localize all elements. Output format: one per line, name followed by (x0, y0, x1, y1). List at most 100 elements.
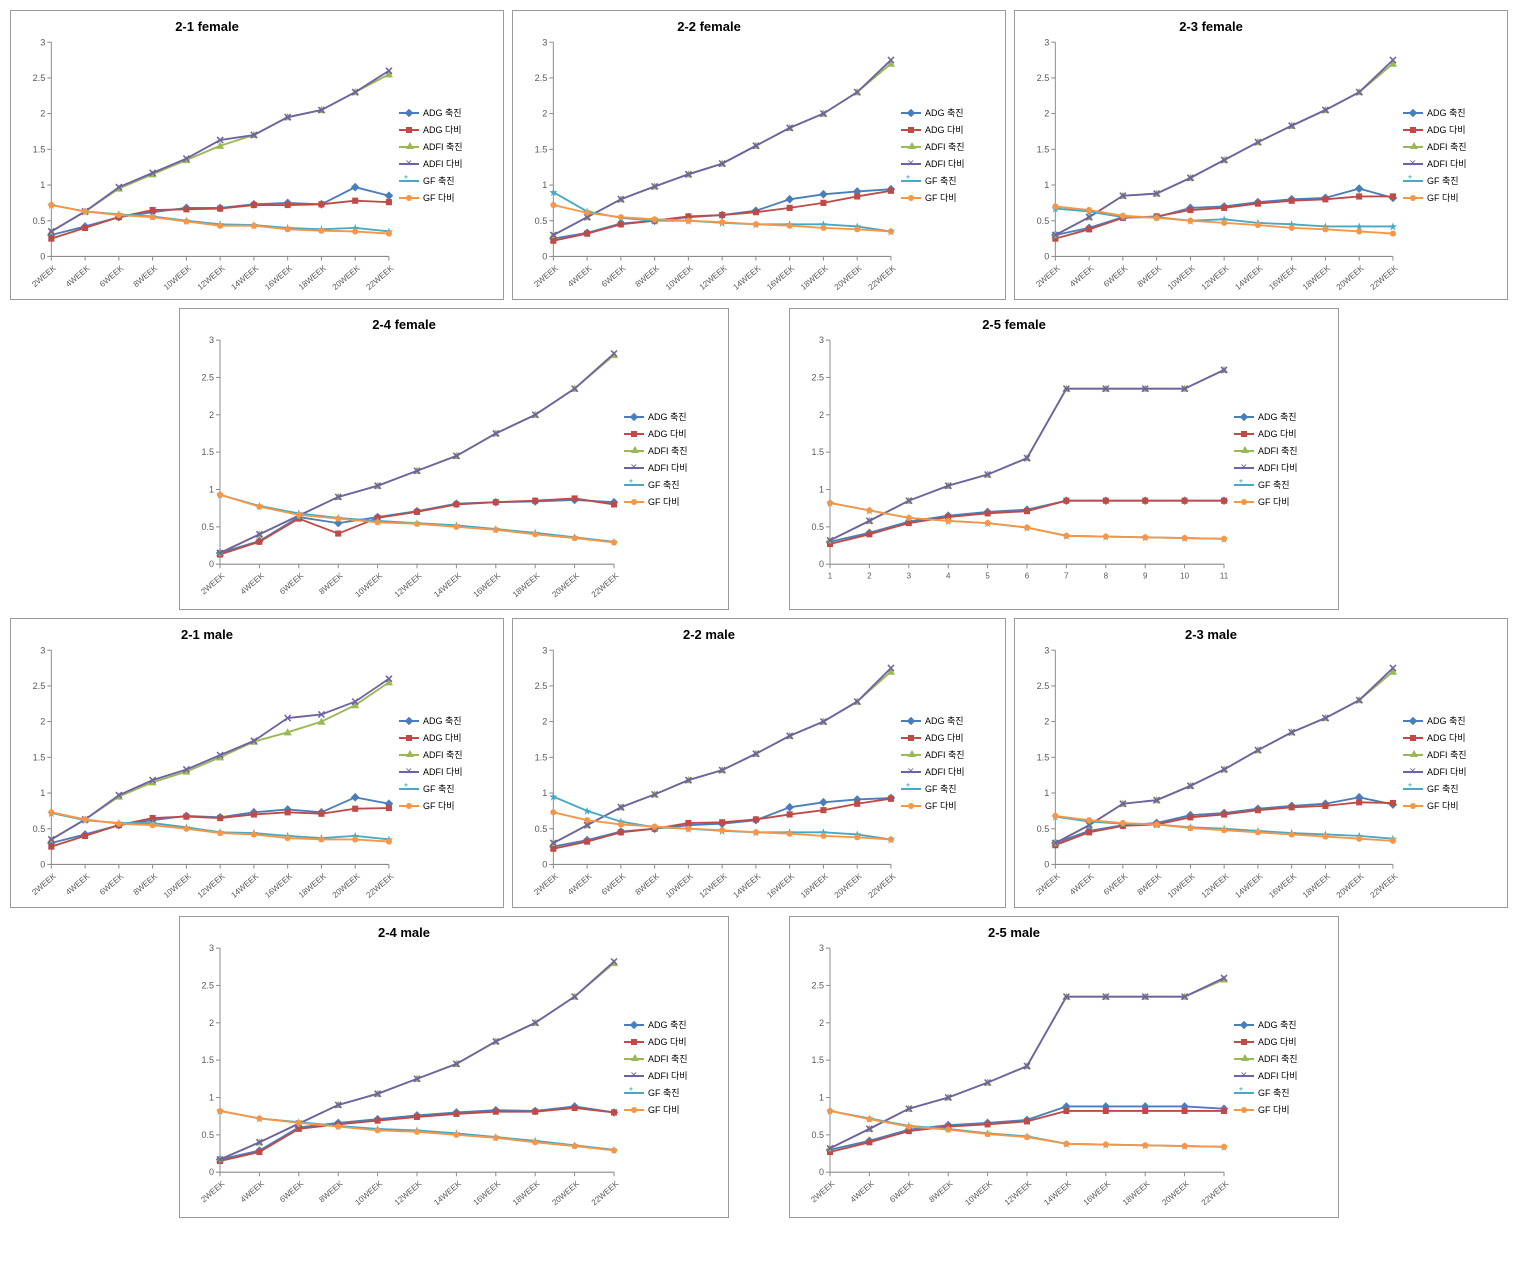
svg-text:22WEEK: 22WEEK (867, 871, 897, 900)
svg-text:1: 1 (828, 571, 833, 580)
svg-text:0.5: 0.5 (535, 216, 548, 226)
chart-title: 2-2 female (521, 19, 897, 34)
svg-text:0: 0 (542, 251, 547, 261)
svg-text:20WEEK: 20WEEK (1160, 1179, 1191, 1208)
svg-text:2: 2 (1044, 109, 1049, 119)
legend-label: ADG 다비 (423, 731, 462, 744)
legend-item: * GF 축진 (399, 782, 499, 795)
svg-text:6WEEK: 6WEEK (888, 1179, 916, 1205)
svg-text:10WEEK: 10WEEK (162, 263, 193, 292)
svg-text:0: 0 (1044, 859, 1049, 869)
svg-text:10WEEK: 10WEEK (664, 871, 695, 900)
svg-text:0: 0 (40, 859, 45, 869)
chart-plot: 00.511.522.532WEEK4WEEK6WEEK8WEEK10WEEK1… (521, 36, 897, 302)
svg-text:2WEEK: 2WEEK (30, 263, 58, 289)
legend-label: ADFI 축진 (925, 748, 965, 761)
legend-label: GF 다비 (925, 191, 957, 204)
svg-text:2.5: 2.5 (1037, 681, 1050, 691)
legend-item: ✕ ADFI 다비 (399, 765, 499, 778)
svg-text:8WEEK: 8WEEK (634, 871, 662, 897)
chart-plot: 00.511.522.532WEEK4WEEK6WEEK8WEEK10WEEK1… (521, 644, 897, 910)
legend-label: ADG 축진 (925, 106, 964, 119)
legend-item: * GF 축진 (1403, 782, 1503, 795)
svg-text:12WEEK: 12WEEK (698, 871, 729, 900)
legend-label: ADFI 다비 (925, 157, 965, 170)
svg-text:3: 3 (40, 645, 45, 655)
svg-text:20WEEK: 20WEEK (1335, 263, 1366, 292)
svg-text:10WEEK: 10WEEK (353, 571, 384, 600)
svg-text:2: 2 (40, 109, 45, 119)
svg-text:12WEEK: 12WEEK (196, 871, 227, 900)
chart-panel: 2-1 male 00.511.522.532WEEK4WEEK6WEEK8WE… (10, 618, 504, 908)
svg-text:14WEEK: 14WEEK (432, 1179, 463, 1208)
legend-item: ✕ ADFI 다비 (1403, 157, 1503, 170)
svg-text:2.5: 2.5 (33, 681, 46, 691)
legend-item: * GF 축진 (624, 478, 724, 491)
svg-text:0: 0 (40, 251, 45, 261)
legend-item: GF 다비 (624, 1103, 724, 1116)
legend-item: ADFI 축진 (1234, 1052, 1334, 1065)
svg-text:1.5: 1.5 (535, 144, 548, 154)
legend-label: ADFI 축진 (423, 748, 463, 761)
legend-item: GF 다비 (1403, 191, 1503, 204)
svg-text:0.5: 0.5 (201, 1130, 214, 1140)
legend-item: ADG 축진 (1403, 106, 1503, 119)
chart-legend: ADG 축진 ADG 다비 ADFI 축진 ✕ ADFI 다비 * GF 축진 … (901, 619, 1005, 907)
legend-label: GF 다비 (423, 799, 455, 812)
legend-label: ADFI 축진 (1258, 1052, 1298, 1065)
legend-label: ADG 다비 (423, 123, 462, 136)
chart-legend: ADG 축진 ADG 다비 ADFI 축진 ✕ ADFI 다비 * GF 축진 … (399, 11, 503, 299)
svg-text:2WEEK: 2WEEK (532, 871, 560, 897)
legend-label: GF 다비 (925, 799, 957, 812)
svg-text:2: 2 (209, 410, 214, 420)
svg-text:10WEEK: 10WEEK (1166, 263, 1197, 292)
legend-item: ADFI 축진 (901, 140, 1001, 153)
svg-text:16WEEK: 16WEEK (765, 871, 796, 900)
svg-text:18WEEK: 18WEEK (1301, 263, 1332, 292)
legend-item: ADFI 축진 (624, 444, 724, 457)
svg-text:2WEEK: 2WEEK (1034, 871, 1062, 897)
chart-plot: 00.511.522.532WEEK4WEEK6WEEK8WEEK10WEEK1… (19, 644, 395, 910)
svg-text:4WEEK: 4WEEK (64, 263, 92, 289)
svg-text:8WEEK: 8WEEK (317, 571, 345, 597)
legend-item: ✕ ADFI 다비 (1234, 1069, 1334, 1082)
legend-item: ADFI 축진 (399, 748, 499, 761)
legend-item: ADG 축진 (901, 714, 1001, 727)
legend-label: GF 축진 (1258, 478, 1290, 491)
svg-text:16WEEK: 16WEEK (1082, 1179, 1113, 1208)
svg-text:12WEEK: 12WEEK (393, 1179, 424, 1208)
chart-panel: 2-1 female 00.511.522.532WEEK4WEEK6WEEK8… (10, 10, 504, 300)
svg-text:16WEEK: 16WEEK (472, 1179, 503, 1208)
chart-panel: 2-5 male 00.511.522.532WEEK4WEEK6WEEK8WE… (789, 916, 1339, 1218)
svg-text:2: 2 (542, 109, 547, 119)
svg-text:20WEEK: 20WEEK (550, 1179, 581, 1208)
svg-text:3: 3 (1044, 645, 1049, 655)
svg-text:10WEEK: 10WEEK (664, 263, 695, 292)
svg-text:2WEEK: 2WEEK (199, 1179, 227, 1205)
legend-label: ADG 다비 (1427, 731, 1466, 744)
svg-text:18WEEK: 18WEEK (1301, 871, 1332, 900)
chart-panel: 2-4 male 00.511.522.532WEEK4WEEK6WEEK8WE… (179, 916, 729, 1218)
chart-plot: 00.511.522.532WEEK4WEEK6WEEK8WEEK10WEEK1… (1023, 644, 1399, 910)
svg-text:20WEEK: 20WEEK (331, 871, 362, 900)
svg-text:10WEEK: 10WEEK (1166, 871, 1197, 900)
svg-text:7: 7 (1064, 571, 1069, 580)
svg-text:2WEEK: 2WEEK (809, 1179, 837, 1205)
svg-text:2: 2 (542, 717, 547, 727)
legend-label: ADFI 축진 (423, 140, 463, 153)
legend-item: ✕ ADFI 다비 (901, 157, 1001, 170)
legend-label: ADFI 다비 (1258, 461, 1298, 474)
svg-text:14WEEK: 14WEEK (230, 871, 261, 900)
legend-item: * GF 축진 (1234, 478, 1334, 491)
svg-text:2: 2 (867, 571, 872, 580)
svg-text:20WEEK: 20WEEK (833, 871, 864, 900)
svg-text:8WEEK: 8WEEK (132, 871, 160, 897)
legend-label: ADG 축진 (1427, 106, 1466, 119)
svg-text:16WEEK: 16WEEK (1267, 263, 1298, 292)
svg-text:1.5: 1.5 (201, 447, 214, 457)
svg-text:22WEEK: 22WEEK (365, 871, 395, 900)
chart-plot: 00.511.522.532WEEK4WEEK6WEEK8WEEK10WEEK1… (19, 36, 395, 302)
legend-label: ADG 축진 (1258, 410, 1297, 423)
legend-label: ADFI 다비 (423, 765, 463, 778)
legend-label: ADG 축진 (648, 410, 687, 423)
